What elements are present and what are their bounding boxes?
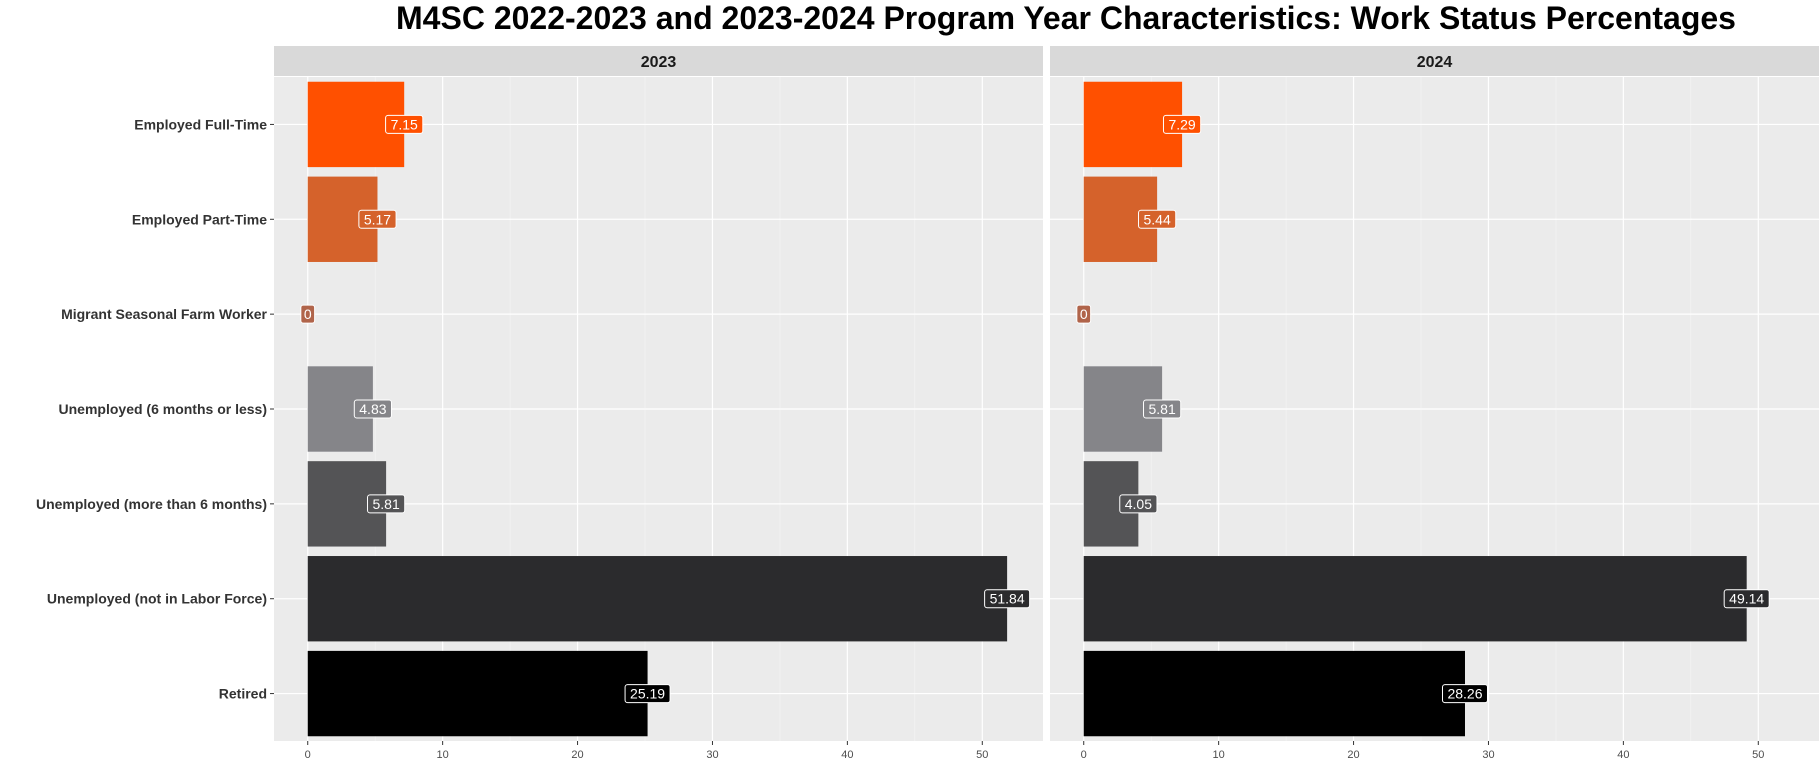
data-label-box [367, 494, 406, 514]
data-label-employed-part-time: 5.17 [364, 211, 391, 227]
x-tick-label: 30 [1482, 749, 1494, 761]
data-label-employed-full-time: 7.15 [391, 116, 418, 132]
data-label-box [385, 114, 424, 134]
category-label-employed-full-time: Employed Full-Time [134, 116, 267, 132]
data-label-unemployed-more-than-6-months: 4.05 [1125, 496, 1152, 512]
x-tick-label: 20 [571, 749, 583, 761]
panel-strip-label: 2024 [1417, 54, 1453, 71]
panel-strip-label: 2023 [641, 54, 677, 71]
x-tick-label: 40 [841, 749, 853, 761]
x-tick-label: 10 [1213, 749, 1225, 761]
data-label-box [1143, 399, 1182, 419]
x-tick-label: 40 [1617, 749, 1629, 761]
data-label-box [300, 304, 316, 324]
data-label-box [1119, 494, 1158, 514]
category-label-unemployed-more-than-6-months: Unemployed (more than 6 months) [36, 496, 267, 512]
data-label-unemployed-6-months-or-less: 5.81 [1148, 401, 1175, 417]
data-label-box [1162, 114, 1202, 134]
panel-2024: 2024 0 10 20 30 40 50 7.29 5.44 0 5.81 4.05 49.14 28.… [1050, 46, 1819, 761]
data-label-employed-full-time: 7.29 [1168, 116, 1195, 132]
data-label-box [1441, 684, 1488, 704]
data-label-box [358, 209, 397, 229]
category-label-employed-part-time: Employed Part-Time [132, 211, 267, 227]
category-label-unemployed-not-in-labor-force: Unemployed (not in Labor Force) [47, 591, 267, 607]
bar-unemployed-not-in-labor-force [1083, 556, 1747, 642]
data-label-unemployed-not-in-labor-force: 49.14 [1729, 591, 1764, 607]
category-label-unemployed-6-months-or-less: Unemployed (6 months or less) [59, 401, 267, 417]
bar-retired [307, 650, 648, 737]
data-label-unemployed-6-months-or-less: 4.83 [359, 401, 386, 417]
data-label-unemployed-more-than-6-months: 5.81 [372, 496, 399, 512]
bar-unemployed-not-in-labor-force [307, 556, 1008, 642]
data-label-box [984, 589, 1031, 609]
data-label-unemployed-not-in-labor-force: 51.84 [990, 591, 1025, 607]
x-tick-label: 0 [305, 749, 311, 761]
data-label-employed-part-time: 5.44 [1143, 211, 1170, 227]
data-label-box [1723, 589, 1770, 609]
category-label-retired: Retired [219, 686, 267, 702]
data-label-migrant-seasonal-farm-worker: 0 [1080, 306, 1088, 322]
data-label-box [353, 399, 392, 419]
x-tick-label: 30 [706, 749, 718, 761]
panel-2023: 2023 0 10 20 30 40 50 7.15 5.17 0 4.83 5.81 51.84 25.… [274, 46, 1043, 761]
data-label-box [1076, 304, 1092, 324]
x-tick-label: 20 [1347, 749, 1359, 761]
chart-panels: Employed Full-Time Employed Part-Time Migr… [36, 46, 1819, 761]
category-label-migrant-seasonal-farm-worker: Migrant Seasonal Farm Worker [61, 306, 267, 322]
bar-retired [1083, 650, 1465, 737]
x-tick-label: 50 [1752, 749, 1764, 761]
data-label-retired: 28.26 [1447, 686, 1482, 702]
data-label-retired: 25.19 [630, 686, 665, 702]
chart-title: M4SC 2022-2023 and 2023-2024 Program Yea… [396, 0, 1736, 36]
x-tick-label: 0 [1081, 749, 1087, 761]
x-tick-label: 10 [437, 749, 449, 761]
data-label-migrant-seasonal-farm-worker: 0 [304, 306, 312, 322]
data-label-box [624, 684, 671, 704]
panel-strip [274, 46, 1043, 76]
panel-strip [1050, 46, 1819, 76]
data-label-box [1138, 209, 1177, 229]
x-tick-label: 50 [976, 749, 988, 761]
